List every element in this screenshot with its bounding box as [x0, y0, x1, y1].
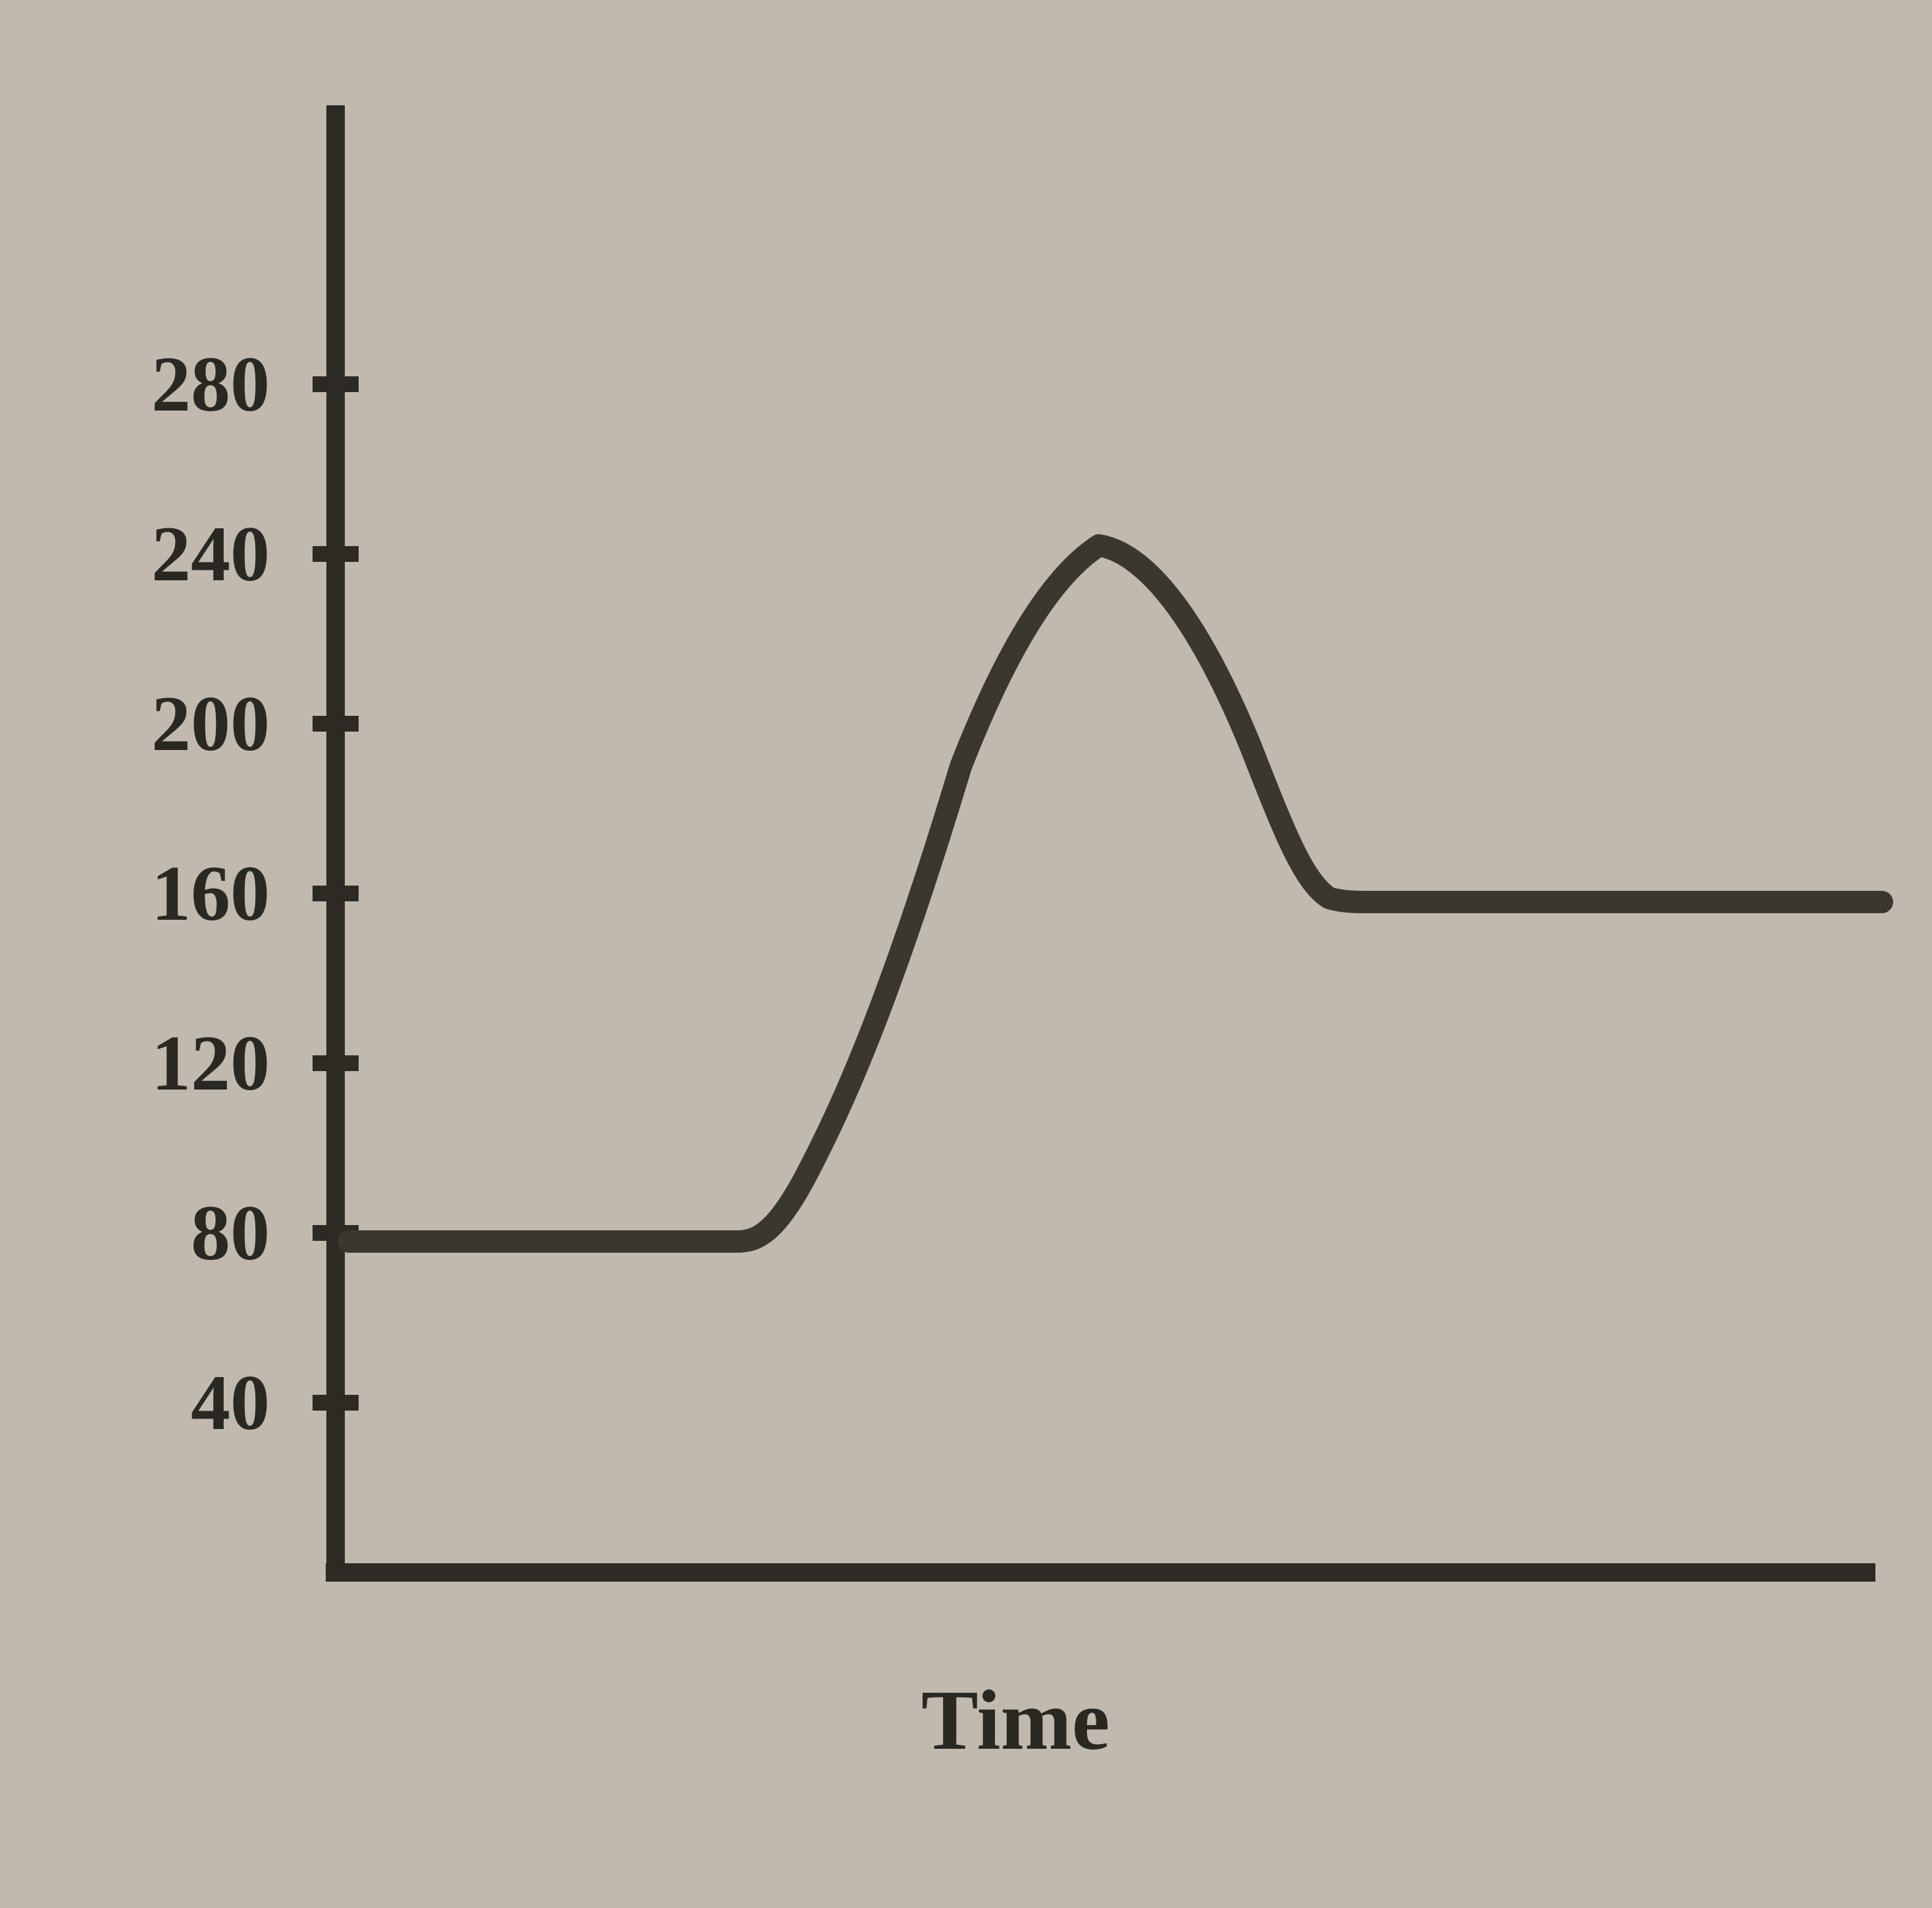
y-tick-label-200: 200 [86, 684, 270, 763]
data-curve [349, 545, 1882, 1242]
y-tick-label-280: 280 [86, 345, 270, 424]
chart-container: 280 240 200 160 120 80 40 Time [66, 53, 1875, 1862]
chart-svg [66, 53, 1908, 1895]
x-axis-label: Time [921, 1671, 1109, 1770]
y-tick-label-160: 160 [86, 854, 270, 933]
y-tick-label-120: 120 [86, 1024, 270, 1103]
y-tick-label-40: 40 [86, 1363, 270, 1442]
y-tick-label-80: 80 [86, 1193, 270, 1272]
y-tick-label-240: 240 [86, 515, 270, 593]
